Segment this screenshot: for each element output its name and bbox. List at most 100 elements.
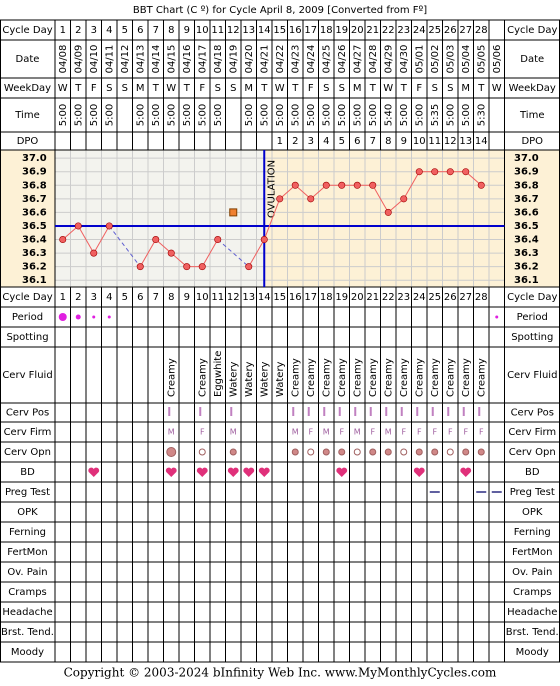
bd-heart: [88, 468, 99, 477]
temp-point: [106, 223, 112, 229]
temp-point: [385, 209, 391, 215]
weekday: S: [106, 83, 112, 94]
time: 5:00: [290, 104, 301, 126]
row-label: WeekDay: [509, 83, 556, 94]
cerv-firm: F: [308, 428, 313, 437]
row-label: Moody: [11, 647, 44, 658]
date: 04/27: [352, 45, 363, 74]
cerv-opn: [199, 449, 205, 455]
cerv-fluid: Watery: [259, 361, 270, 397]
date: 05/06: [492, 45, 503, 74]
time: 5:00: [306, 104, 317, 126]
y-tick-label: 36.9: [514, 167, 539, 178]
cycle-day: 11: [211, 25, 224, 36]
cycle-day: 20: [351, 292, 364, 303]
row-label: Cerv Pos: [511, 408, 554, 419]
weekday: S: [215, 83, 221, 94]
weekday: F: [308, 83, 314, 94]
cycle-day: 12: [227, 25, 240, 36]
weekday: S: [122, 83, 128, 94]
cycle-day: 28: [475, 292, 488, 303]
cerv-fluid: Watery: [228, 361, 239, 397]
cerv-fluid: Creamy: [383, 358, 394, 397]
row-label: FertMon: [7, 547, 47, 558]
y-tick-label: 36.6: [514, 207, 539, 218]
time: 5:00: [182, 104, 193, 126]
temp-point: [292, 182, 298, 188]
date: 04/08: [58, 45, 69, 74]
weekday: W: [275, 83, 285, 94]
date: 04/19: [228, 45, 239, 74]
cerv-opn: [292, 449, 298, 455]
temp-point: [339, 182, 345, 188]
temp-point: [184, 263, 190, 269]
row-label: Ferning: [9, 527, 46, 538]
cycle-day: 10: [196, 292, 209, 303]
row-label: DPO: [521, 136, 543, 147]
date: 04/24: [306, 45, 317, 74]
row-label: Spotting: [6, 332, 48, 343]
weekday: W: [492, 83, 502, 94]
cycle-day: 27: [459, 25, 472, 36]
time: 5:30: [476, 104, 487, 126]
y-tick-label: 36.3: [22, 248, 47, 259]
cerv-opn: [447, 449, 453, 455]
cycle-day: 23: [397, 25, 410, 36]
cerv-fluid: Creamy: [430, 358, 441, 397]
cycle-day: 26: [444, 25, 457, 36]
row-label: Ov. Pain: [7, 567, 47, 578]
cerv-pos: [416, 407, 418, 416]
cerv-fluid: Eggwhite: [213, 351, 224, 397]
cerv-firm: F: [463, 428, 468, 437]
bd-heart: [243, 468, 254, 477]
cycle-day: 16: [289, 292, 302, 303]
cerv-firm: M: [385, 428, 392, 437]
date: 05/02: [430, 45, 441, 74]
cerv-opn: [370, 449, 376, 455]
row-label: Cerv Fluid: [507, 370, 557, 381]
cycle-day: 9: [184, 292, 190, 303]
y-tick-label: 36.1: [514, 275, 539, 286]
footer: Copyright © 2003-2024 bInfinity Web Inc.…: [64, 666, 497, 680]
cerv-pos: [199, 407, 201, 416]
time: 5:00: [73, 104, 84, 126]
temp-point: [277, 196, 283, 202]
weekday: T: [183, 83, 191, 94]
row-label: BD: [20, 467, 35, 478]
period-dot: [495, 316, 498, 319]
time: 5:00: [244, 104, 255, 126]
cerv-firm: M: [354, 428, 361, 437]
temp-point: [261, 236, 267, 242]
row-label: Time: [14, 110, 39, 121]
cycle-day: 24: [413, 25, 426, 36]
cerv-opn: [432, 449, 438, 455]
weekday: W: [166, 83, 176, 94]
cerv-pos: [385, 407, 387, 416]
bd-heart: [259, 468, 270, 477]
cerv-fluid: Creamy: [414, 358, 425, 397]
cerv-pos: [478, 407, 480, 416]
weekday: F: [199, 83, 205, 94]
cerv-fluid: Watery: [244, 361, 255, 397]
cycle-day: 26: [444, 292, 457, 303]
cerv-pos: [354, 407, 356, 416]
row-label: OPK: [17, 507, 38, 518]
weekday: F: [416, 83, 422, 94]
cerv-firm: M: [168, 428, 175, 437]
row-label: OPK: [522, 507, 543, 518]
date: 04/23: [290, 45, 301, 74]
cycle-day: 1: [60, 25, 66, 36]
row-label: Cerv Fluid: [2, 370, 52, 381]
cerv-fluid: Creamy: [368, 358, 379, 397]
date: 05/05: [476, 45, 487, 74]
row-label: Date: [520, 54, 544, 65]
row-label: Cerv Firm: [508, 427, 556, 438]
temp-point: [308, 196, 314, 202]
cerv-fluid: Creamy: [197, 358, 208, 397]
cerv-firm: M: [230, 428, 237, 437]
cerv-opn: [339, 449, 345, 455]
cerv-firm: F: [448, 428, 453, 437]
bd-heart: [336, 468, 347, 477]
dpo: 11: [428, 136, 441, 147]
time: 5:00: [445, 104, 456, 126]
